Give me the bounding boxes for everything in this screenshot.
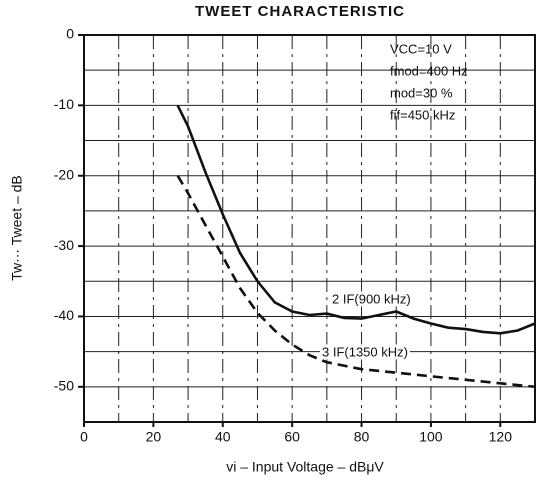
y-tick-label: -20 bbox=[54, 166, 74, 182]
plot-frame bbox=[83, 34, 536, 423]
annotation: 3 IF(1350 kHz) bbox=[322, 344, 408, 359]
x-tick-label: 80 bbox=[354, 429, 370, 445]
x-tick-label: 60 bbox=[284, 429, 300, 445]
annotation: mod=30 % bbox=[390, 85, 453, 100]
y-tick-label: -40 bbox=[54, 307, 74, 323]
x-tick-label: 40 bbox=[215, 429, 231, 445]
annotation: fmod=400 Hz bbox=[390, 63, 468, 78]
curve bbox=[176, 104, 536, 335]
y-tick-label: 0 bbox=[66, 26, 74, 42]
y-tick-label: -50 bbox=[54, 378, 74, 394]
y-axis-label: Tw··· Tweet – dB bbox=[9, 175, 25, 281]
curve bbox=[176, 175, 536, 389]
x-tick-label: 120 bbox=[489, 429, 513, 445]
x-tick-label: 0 bbox=[80, 429, 88, 445]
x-axis-label: vi – Input Voltage – dBμV bbox=[226, 459, 384, 475]
y-tick-label: -30 bbox=[54, 237, 74, 253]
annotation: VCC=10 V bbox=[390, 41, 452, 56]
annotation: 2 IF(900 kHz) bbox=[332, 291, 411, 306]
chart-title: TWEET CHARACTERISTIC bbox=[195, 3, 405, 20]
label-bg bbox=[330, 291, 413, 307]
x-tick-label: 100 bbox=[419, 429, 443, 445]
annotation: fif=450 kHz bbox=[390, 107, 455, 122]
y-tick-label: -10 bbox=[54, 96, 74, 112]
label-bg bbox=[320, 344, 410, 360]
x-tick-label: 20 bbox=[146, 429, 162, 445]
